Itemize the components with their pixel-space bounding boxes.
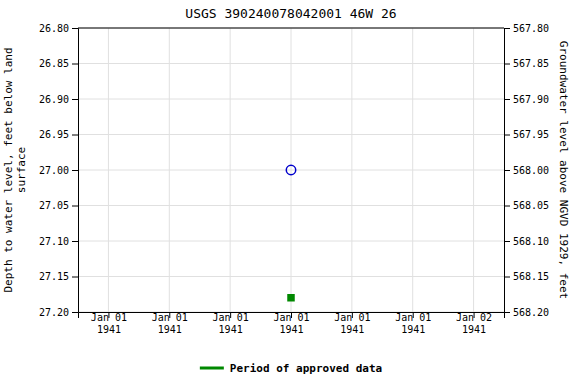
- tick-label: 27.05: [39, 200, 69, 211]
- tick-mark: [504, 241, 510, 242]
- axis-line: [505, 29, 511, 313]
- tick: 567.95: [504, 129, 549, 140]
- tick-mark: [504, 28, 510, 29]
- tick: 567.90: [504, 94, 549, 105]
- tick: 27.10: [39, 236, 78, 247]
- tick: 567.80: [504, 23, 549, 34]
- tick-mark: [72, 170, 78, 171]
- tick-mark: [72, 241, 78, 242]
- tick-label: 568.00: [513, 165, 549, 176]
- title: USGS 390240078042001 46W 26: [185, 6, 396, 21]
- tick: Jan 011941: [273, 312, 309, 335]
- point: [288, 295, 294, 301]
- plot: Jan 011941 Jan 011941 Jan 011941 Jan 011941…: [2, 23, 570, 335]
- tick: 27.20: [39, 307, 78, 318]
- grid-line: [78, 28, 504, 29]
- tick-label: 567.90: [513, 94, 549, 105]
- tick-label: 27.10: [39, 236, 69, 247]
- tick-mark: [72, 312, 78, 313]
- y2-axis-title: Groundwater level above NGVD 1929, feet: [557, 41, 570, 299]
- tick-mark: [504, 64, 510, 65]
- tick-label: Jan 011941: [91, 312, 127, 335]
- tick-mark: [504, 277, 510, 278]
- grid: [78, 28, 504, 312]
- grid-line: [108, 28, 109, 312]
- frame: [78, 28, 504, 29]
- tick-mark: [72, 28, 78, 29]
- tick: 26.85: [39, 58, 78, 69]
- tick-label: 567.80: [513, 23, 549, 34]
- legend-label: Period of approved data: [230, 362, 382, 375]
- tick-label: 568.10: [513, 236, 549, 247]
- tick-mark: [72, 99, 78, 100]
- x-axis: Jan 011941 Jan 011941 Jan 011941 Jan 011941…: [79, 312, 505, 335]
- tick: Jan 011941: [395, 312, 431, 335]
- tick: 568.20: [504, 307, 549, 318]
- tick-label: 568.15: [513, 271, 549, 282]
- tick-label: 568.05: [513, 200, 549, 211]
- tick-label: Jan 021941: [456, 312, 492, 335]
- grid-line: [412, 28, 413, 312]
- tick-label: 26.95: [39, 129, 69, 140]
- tick-label: Jan 011941: [334, 312, 370, 335]
- legend-item: Period of approved data: [200, 362, 382, 375]
- grid-line: [351, 28, 352, 312]
- point: [286, 165, 295, 174]
- tick-label: 26.85: [39, 58, 69, 69]
- tick-mark: [504, 206, 510, 207]
- chart: Jan 011941 Jan 011941 Jan 011941 Jan 011941…: [0, 0, 576, 384]
- tick-label: Jan 011941: [152, 312, 188, 335]
- tick-label: Jan 011941: [395, 312, 431, 335]
- tick: Jan 011941: [152, 312, 188, 335]
- tick: Jan 011941: [91, 312, 127, 335]
- legend-swatch: [200, 367, 224, 370]
- tick-label: 26.80: [39, 23, 69, 34]
- tick: 27.05: [39, 200, 78, 211]
- tick-label: Jan 011941: [213, 312, 249, 335]
- tick-mark: [504, 135, 510, 136]
- tick: 26.90: [39, 94, 78, 105]
- tick: 568.15: [504, 271, 549, 282]
- tick-label: Jan 011941: [273, 312, 309, 335]
- grid-line: [230, 28, 231, 312]
- tick: 26.95: [39, 129, 78, 140]
- y2-axis: 568.20 568.15 568.10 568.05 568.00 567.95 567.…: [504, 23, 549, 318]
- tick-mark: [504, 99, 510, 100]
- tick-label: 27.00: [39, 165, 69, 176]
- tick-mark: [504, 170, 510, 171]
- marks: [286, 165, 295, 301]
- tick-label: 27.20: [39, 307, 69, 318]
- tick: 568.05: [504, 200, 549, 211]
- tick-label: 26.90: [39, 94, 69, 105]
- legend: Period of approved data: [200, 362, 382, 375]
- tick: 26.80: [39, 23, 78, 34]
- tick-mark: [72, 64, 78, 65]
- tick-mark: [72, 135, 78, 136]
- y-axis-title: Depth to water level, feet below landsur…: [2, 47, 28, 292]
- tick: 567.85: [504, 58, 549, 69]
- tick-label: 567.85: [513, 58, 549, 69]
- axis-line: [72, 29, 79, 313]
- tick-label: 568.20: [513, 307, 549, 318]
- tick: Jan 021941: [456, 312, 492, 335]
- tick: Jan 011941: [334, 312, 370, 335]
- grid-line: [169, 28, 170, 312]
- tick: Jan 011941: [213, 312, 249, 335]
- tick-mark: [504, 312, 510, 313]
- grid-line: [473, 28, 474, 312]
- y-axis: 26.80 26.85 26.90 26.95 27.00 27.05 27.10 27.15…: [39, 23, 79, 318]
- tick: 568.10: [504, 236, 549, 247]
- tick-mark: [72, 277, 78, 278]
- tick-label: 27.15: [39, 271, 69, 282]
- tick: 27.15: [39, 271, 78, 282]
- tick-label: 567.95: [513, 129, 549, 140]
- grid-line: [291, 28, 292, 312]
- tick: 27.00: [39, 165, 78, 176]
- tick: 568.00: [504, 165, 549, 176]
- tick-mark: [72, 206, 78, 207]
